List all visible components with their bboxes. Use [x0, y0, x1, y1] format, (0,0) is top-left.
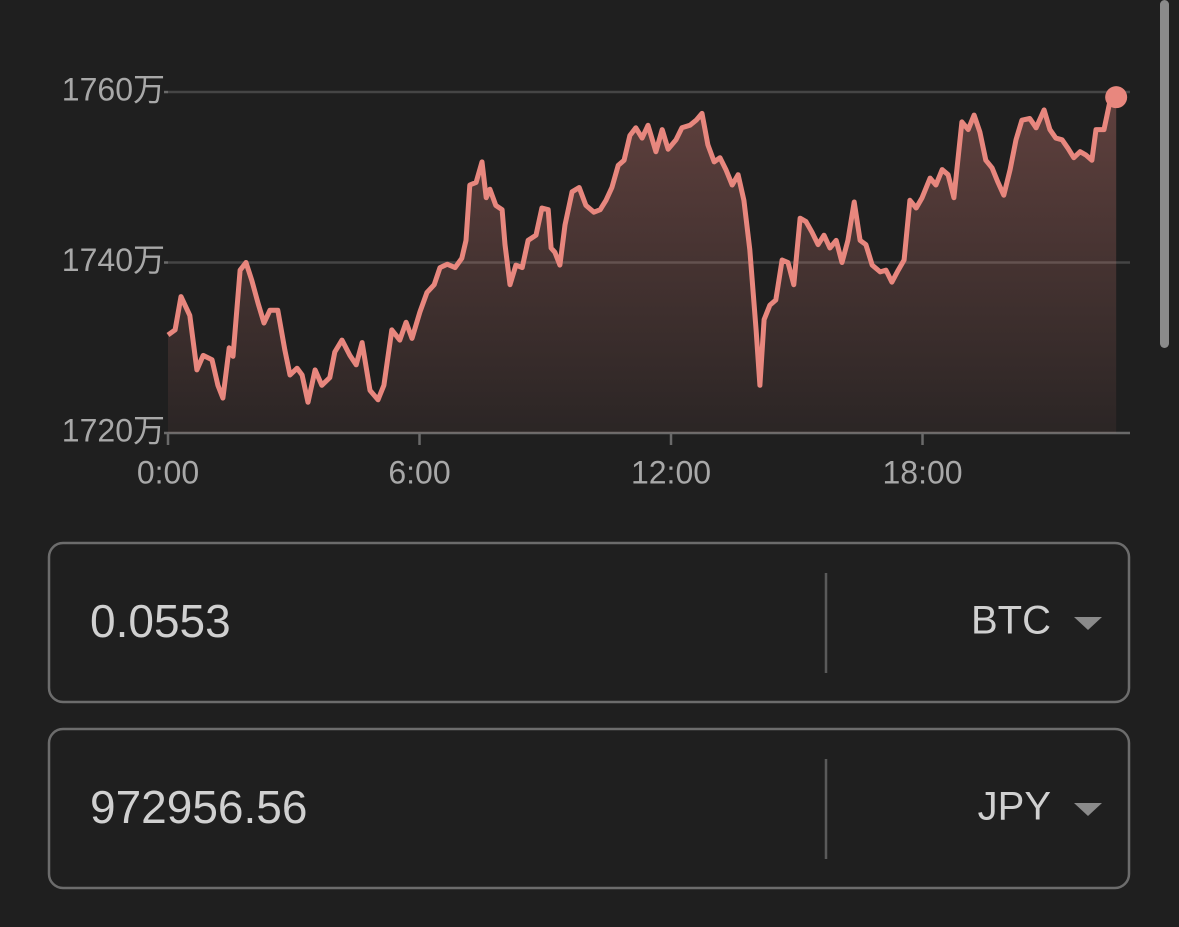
amount-input[interactable]: 972956.56 [90, 781, 307, 833]
currency-select[interactable]: BTC [971, 599, 1051, 643]
last-point [1105, 86, 1128, 109]
dropdown-arrow[interactable] [1074, 803, 1102, 816]
x-tick-label: 6:00 [388, 454, 450, 490]
x-tick-label: 0:00 [137, 454, 199, 490]
y-tick-label: 1720万 [62, 412, 165, 448]
amount-input[interactable]: 0.0553 [90, 595, 231, 647]
y-tick-label: 1740万 [62, 242, 165, 278]
scrollbar[interactable] [1160, 0, 1169, 348]
converter-field[interactable] [47, 541, 1131, 704]
converter-field[interactable] [47, 727, 1131, 890]
currency-select[interactable]: JPY [978, 785, 1051, 829]
dropdown-arrow[interactable] [1074, 617, 1102, 630]
y-tick-label: 1760万 [62, 72, 165, 108]
x-tick-label: 18:00 [882, 454, 962, 490]
price-line [166, 94, 1118, 405]
x-tick-label: 12:00 [631, 454, 711, 490]
area-fill [168, 97, 1117, 433]
